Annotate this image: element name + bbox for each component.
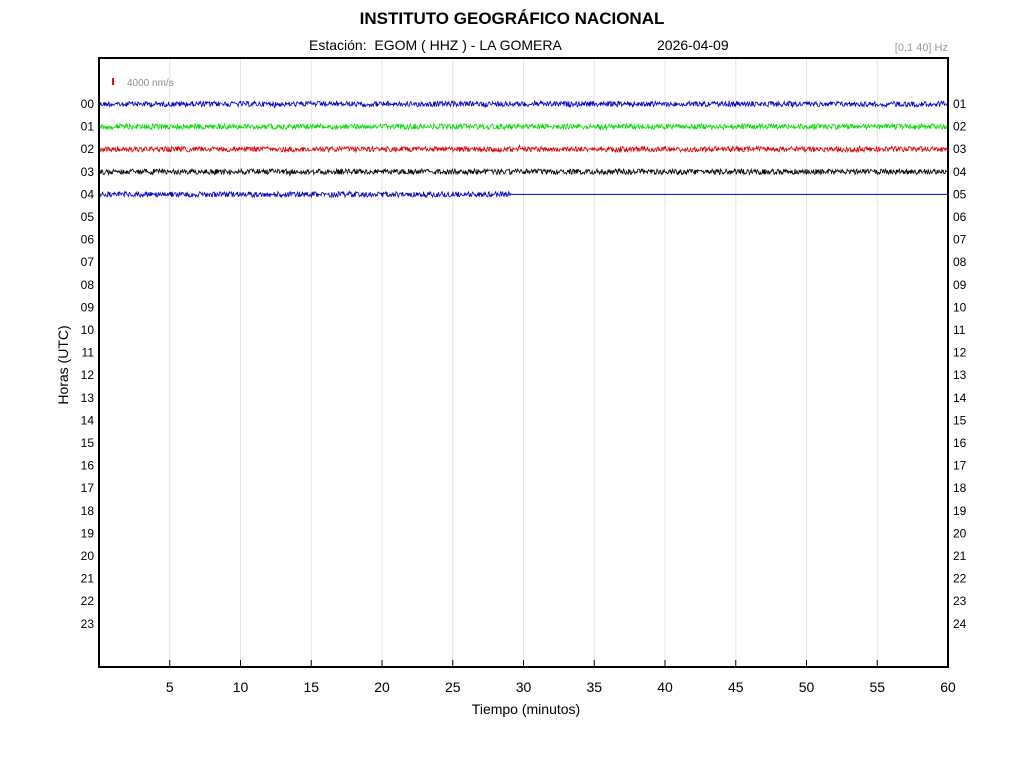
x-tick-label: 55	[869, 679, 885, 695]
x-tick-label: 10	[233, 679, 249, 695]
y-tick-label-left: 11	[82, 346, 95, 360]
y-tick-label-left: 09	[81, 300, 95, 314]
y-tick-label-right: 07	[953, 233, 967, 247]
x-tick-label: 45	[728, 679, 744, 695]
y-tick-label-left: 19	[81, 526, 95, 540]
x-tick-label: 5	[166, 679, 174, 695]
y-tick-label-right: 02	[953, 120, 967, 134]
seismic-trace-02	[98, 143, 948, 154]
y-tick-label-left: 02	[81, 142, 95, 156]
y-tick-label-right: 12	[953, 346, 967, 360]
y-tick-label-left: 21	[81, 572, 95, 586]
y-tick-label-right: 22	[953, 572, 967, 586]
seismic-trace-00	[98, 99, 948, 109]
y-tick-label-left: 17	[81, 481, 95, 495]
y-tick-label-right: 06	[953, 210, 967, 224]
y-tick-label-right: 20	[953, 526, 967, 540]
y-tick-label-right: 24	[953, 617, 967, 631]
y-tick-label-right: 21	[953, 549, 967, 563]
y-tick-label-left: 10	[81, 323, 95, 337]
y-tick-label-right: 15	[953, 413, 967, 427]
y-tick-label-right: 14	[953, 391, 967, 405]
y-tick-label-right: 19	[953, 504, 967, 518]
y-tick-label-left: 01	[81, 120, 95, 134]
y-tick-label-left: 06	[81, 233, 95, 247]
scale-bar	[112, 78, 114, 85]
y-tick-label-left: 18	[81, 504, 95, 518]
y-tick-label-right: 16	[953, 436, 967, 450]
chart-title: INSTITUTO GEOGRÁFICO NACIONAL	[359, 9, 665, 28]
x-axis-ticks: 5 10 15 20 25 30 35 40 45 50 55 60	[166, 660, 956, 695]
y-tick-label-left: 13	[81, 391, 95, 405]
y-tick-label-right: 10	[953, 300, 967, 314]
y-tick-label-right: 01	[953, 97, 967, 111]
y-tick-label-right: 18	[953, 481, 967, 495]
seismic-trace-03	[98, 167, 948, 177]
x-axis-label: Tiempo (minutos)	[472, 701, 580, 717]
x-tick-label: 25	[445, 679, 461, 695]
y-tick-label-right: 13	[953, 368, 967, 382]
y-tick-label-left: 12	[81, 368, 95, 382]
y-tick-label-left: 16	[81, 459, 95, 473]
filter-label: [0.1 40] Hz	[894, 42, 948, 54]
x-tick-label: 35	[586, 679, 602, 695]
x-tick-label: 30	[516, 679, 532, 695]
y-tick-label-left: 07	[81, 255, 95, 269]
seismic-trace-01	[98, 122, 948, 132]
date-label: 2026-04-09	[657, 37, 729, 53]
y-tick-label-right: 08	[953, 255, 967, 269]
x-tick-label: 50	[799, 679, 815, 695]
y-tick-label-right: 17	[953, 459, 967, 473]
y-tick-label-left: 04	[81, 187, 95, 201]
trace-group	[98, 99, 948, 199]
x-tick-label: 20	[374, 679, 390, 695]
y-tick-label-left: 03	[81, 165, 95, 179]
y-tick-label-left: 20	[81, 549, 95, 563]
y-tick-label-right: 23	[953, 594, 967, 608]
y-axis-labels: 00 01 02 03 04 05 06 07 08 09 10 11 12 13 14 15 16 17 18 19…	[81, 97, 967, 631]
y-tick-label-right: 04	[953, 165, 967, 179]
y-tick-label-left: 22	[81, 594, 95, 608]
y-tick-label-left: 08	[81, 278, 95, 292]
x-tick-label: 40	[657, 679, 673, 695]
x-tick-label: 15	[303, 679, 319, 695]
y-axis-label: Horas (UTC)	[55, 325, 71, 404]
y-tick-label-left: 00	[81, 97, 95, 111]
grid-lines	[169, 58, 878, 667]
y-tick-label-left: 14	[81, 413, 95, 427]
y-tick-label-right: 09	[953, 278, 967, 292]
y-tick-label-right: 05	[953, 187, 967, 201]
station-label: Estación: EGOM ( HHZ ) - LA GOMERA	[309, 37, 562, 53]
x-tick-label: 60	[940, 679, 956, 695]
scale-label: 4000 nm/s	[127, 78, 174, 89]
y-tick-label-right: 03	[953, 142, 967, 156]
y-tick-label-left: 05	[81, 210, 95, 224]
y-tick-label-left: 23	[81, 617, 95, 631]
y-tick-label-right: 11	[953, 323, 966, 337]
seismic-trace-04	[98, 189, 511, 199]
y-tick-label-left: 15	[81, 436, 95, 450]
